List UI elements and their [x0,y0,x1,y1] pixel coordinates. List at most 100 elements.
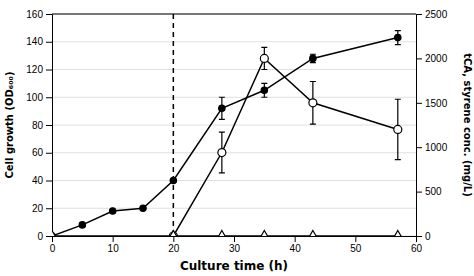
error-bar [261,83,267,97]
tick-mark [46,208,52,209]
series-line [173,58,397,236]
tick-mark [416,192,422,193]
tick-label: 40 [32,175,44,186]
tick: 40 [32,175,52,186]
tick-mark [295,236,296,242]
marker [217,230,227,236]
error-bar [219,132,225,173]
marker [309,99,317,107]
tick-label: 40 [290,243,302,254]
marker [395,34,401,40]
tick-label: 500 [425,186,442,197]
tick-label: 1000 [425,142,448,153]
tick-label: 10 [108,243,120,254]
grid-line [52,208,416,209]
series [52,31,401,236]
tick-label: 0 [50,243,56,254]
frame [52,14,416,15]
y2-axis-line [417,15,423,237]
tick-label: 1500 [425,98,448,109]
y-axis: 0 20 40 60 80 100 120 140 160 [26,9,52,242]
tick-label: 80 [32,120,44,131]
marker [52,230,57,236]
marker [394,125,402,133]
marker [308,230,318,236]
tick: 120 [26,64,52,75]
marker [261,87,267,93]
error-bar [261,47,267,69]
x-axis-line [53,237,417,243]
grid-line [52,69,416,70]
tick: 40 [290,236,302,254]
error-bar [310,81,316,124]
tick: 140 [26,36,52,47]
tick-mark [416,236,422,237]
series [169,47,401,236]
tick-mark [416,58,422,59]
grid-line [52,41,416,42]
marker [310,55,316,61]
tick-label: 60 [32,147,44,158]
marker [218,149,226,157]
tick-mark [234,236,235,242]
tick: 60 [411,236,423,254]
x-axis: 0 10 20 30 40 50 60 [50,236,423,254]
tick-mark [416,103,422,104]
tick-mark [46,97,52,98]
tick: 10 [108,236,120,254]
plot: 0102030405060020406080100120140160050010… [26,9,447,254]
grid [52,14,416,236]
tick-mark [416,147,422,148]
tick: 20 [32,203,52,214]
tick: 1000 [416,142,448,153]
marker [219,105,225,111]
series-line [52,38,398,236]
tick-mark [46,42,52,43]
tick-label: 20 [168,243,180,254]
tick: 100 [26,92,52,103]
error-bar [395,99,401,159]
tick-mark [355,236,356,242]
tick-label: 0 [37,231,43,242]
tick-mark [46,70,52,71]
tick-label: 30 [229,243,241,254]
grid-line [52,152,416,153]
tick: 60 [32,147,52,158]
tick-mark [416,14,422,15]
marker [170,177,176,183]
y-axis-title: Cell growth (OD₆₀₀) [4,71,15,178]
y2-axis: 0 500 1000 1500 2000 2500 [416,9,448,242]
tick: 500 [416,186,442,197]
tick: 20 [168,236,180,254]
marker [393,230,403,236]
vline [173,14,175,236]
tick-label: 2000 [425,53,448,64]
marker [260,230,270,236]
tick-label: 2500 [425,9,448,20]
tick-mark [46,236,52,237]
error-bar [219,97,225,119]
tick-label: 0 [425,231,431,242]
chart: 0102030405060020406080100120140160050010… [0,0,474,276]
grid-line [52,14,416,15]
error-bar [310,54,316,62]
tick-mark [46,153,52,154]
tick: 160 [26,9,52,20]
tick: 30 [229,236,241,254]
marker [260,54,268,62]
tick-label: 50 [350,243,362,254]
tick: 80 [32,120,52,131]
x-axis-title: Culture time (h) [180,259,288,273]
tick-mark [46,125,52,126]
tick-label: 60 [411,243,423,254]
error-bar [395,31,401,45]
tick-mark [46,181,52,182]
series [52,230,403,236]
y2-axis-title: tCA, styrene conc. (mg/L) [462,53,473,197]
grid-line [52,97,416,98]
marker [79,222,85,228]
marker [169,230,179,236]
tick: 0 [416,231,431,242]
data [52,14,403,236]
y-axis-line [46,15,53,237]
